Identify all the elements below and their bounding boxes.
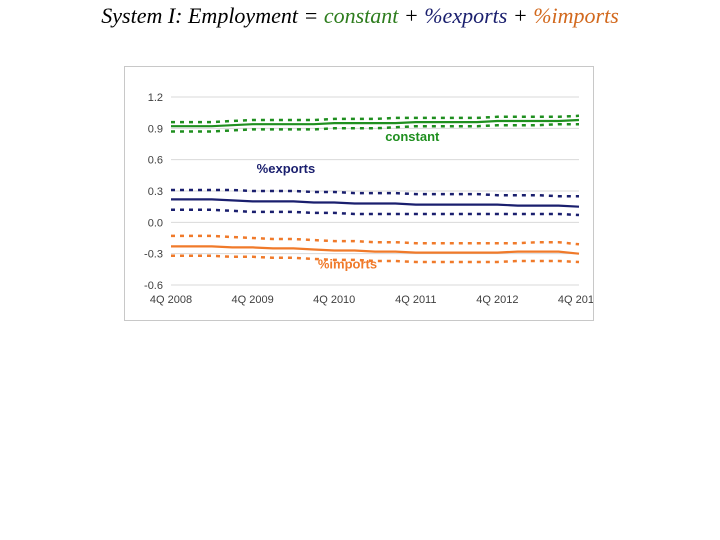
grid-layer [171, 96, 579, 286]
series-label: %imports [318, 256, 377, 271]
y-tick-label: 1.2 [148, 92, 163, 104]
series-layer [171, 114, 580, 264]
y-tick-label: 0.9 [148, 123, 163, 135]
series-label: constant [385, 129, 440, 144]
x-axis-ticks: 4Q 2008 4Q 2009 4Q 2010 4Q 2011 4Q 2012 4Q 20… [150, 294, 593, 306]
y-tick-label: -0.6 [144, 280, 163, 292]
y-tick-label: 0.0 [148, 217, 163, 229]
x-tick-label: 4Q 2012 [476, 294, 518, 306]
y-tick-label: 0.6 [148, 155, 163, 167]
exports-series-line [171, 198, 580, 208]
title-prefix: System I: Employment = [101, 3, 319, 28]
exports-lower-band-line [171, 208, 580, 217]
imports-upper-band-line [171, 234, 580, 246]
x-tick-label: 4Q 2013 [558, 294, 593, 306]
annotation-layer: constant %exports %imports [257, 129, 440, 271]
y-axis-ticks: 1.2 0.9 0.6 0.3 0.0 -0.3 -0.6 [144, 92, 163, 292]
title-imports: %imports [533, 3, 619, 28]
series-label: %exports [257, 161, 316, 176]
x-tick-label: 4Q 2009 [231, 294, 273, 306]
title-exports: %exports [424, 3, 508, 28]
imports-series-line [171, 245, 580, 255]
chart-frame: 1.2 0.9 0.6 0.3 0.0 -0.3 -0.6 4Q 2008 4Q 2009 4Q… [124, 66, 594, 321]
title-plus-1: + [403, 3, 419, 28]
title-constant: constant [323, 3, 399, 28]
x-tick-label: 4Q 2011 [395, 294, 436, 306]
y-tick-label: 0.3 [148, 186, 163, 198]
constant-series-line [171, 118, 580, 128]
x-tick-label: 4Q 2008 [150, 294, 192, 306]
x-tick-label: 4Q 2010 [313, 294, 355, 306]
y-tick-label: -0.3 [144, 249, 163, 261]
line-chart: 1.20.90.60.30.0-0.3-0.6 4Q 2008 4Q 2009 4Q… [144, 92, 593, 306]
title-plus-2: + [512, 3, 528, 28]
slide-title: System I: Employment = constant + %expor… [0, 2, 720, 30]
